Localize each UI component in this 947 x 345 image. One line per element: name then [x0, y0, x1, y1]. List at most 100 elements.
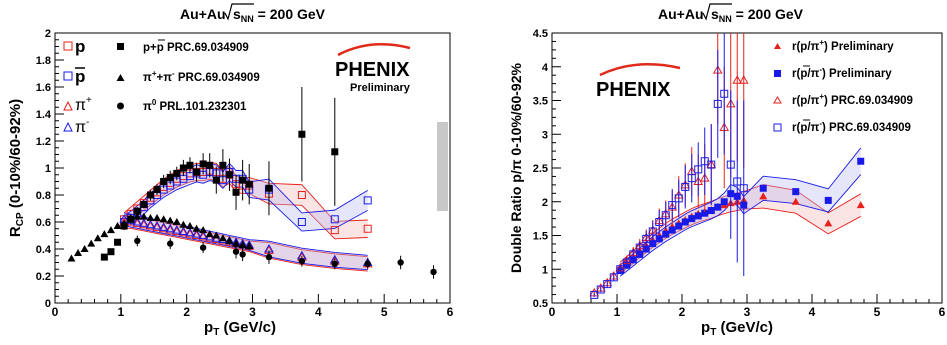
L-point-s5	[93, 234, 102, 242]
L-point-s4	[153, 186, 161, 194]
left-ticks: 0 1 2 3 4 5 6 0 0.2 0.4 0.6 0.8 1 1.2 1.4 1.6 1.8 2	[36, 28, 454, 319]
L-point-s5	[185, 222, 194, 230]
R-point-s3	[733, 177, 742, 186]
L-point-s2	[165, 225, 176, 234]
R-point-s3	[642, 234, 651, 243]
L-point-s3	[191, 229, 202, 238]
left-phenix-arc-icon	[337, 43, 411, 57]
R-ytick-label: 2	[542, 197, 548, 209]
rlegend-2-label: r(p/π+) PRC.69.034909	[792, 92, 913, 107]
R-point-s1	[792, 188, 800, 196]
L-point-s4	[225, 171, 233, 179]
left-xlabel: pT (GeV/c)	[204, 319, 276, 338]
L-point-s5	[212, 231, 221, 239]
L-point-s3	[185, 227, 195, 237]
L-point-s5	[120, 219, 129, 227]
L-band-lower-3	[124, 225, 368, 271]
L-point-s2	[152, 222, 162, 231]
L-point-s5	[133, 212, 142, 220]
L-point-s5	[205, 230, 214, 238]
rlegend-3-label: r(p/π-) PRC.69.034909	[792, 119, 911, 134]
R-point-s0	[759, 192, 768, 200]
rlegend-0-marker	[774, 43, 781, 49]
right-ticks: 0 1 2 3 4 5 6 0.5 1 1.5 2 2.5 3 3.5 4 4.5	[533, 28, 946, 319]
R-point-s3	[661, 211, 670, 220]
R-point-s3	[694, 165, 703, 174]
L-point-s5	[232, 239, 241, 247]
L-point-s3	[178, 226, 189, 235]
left-phenix-logo: PHENIX Preliminary	[335, 43, 411, 94]
R-xtick-label: 3	[744, 305, 751, 319]
L-ytick-label: 1	[45, 163, 51, 175]
L-point-s4	[219, 161, 227, 169]
R-point-s1	[759, 184, 767, 192]
R-point-s3	[681, 182, 690, 191]
L-point-s4	[186, 161, 194, 169]
L-point-s2	[191, 230, 202, 239]
left-legend-species: p p π+ π-	[63, 37, 92, 136]
R-point-s3	[609, 273, 618, 282]
L-point-s5	[113, 222, 122, 230]
R-point-s1	[701, 209, 709, 217]
L-point-s6	[331, 260, 338, 268]
left-title-prefix: Au+Au	[180, 6, 226, 22]
L-point-s4	[232, 188, 240, 196]
right-bands	[619, 147, 862, 277]
R-point-s3	[629, 250, 638, 259]
legend-pbar-label: p	[75, 67, 85, 86]
L-point-s0	[297, 191, 306, 199]
left-title: Au+Au	[180, 6, 226, 22]
legend-pipm-label: π++π- PRC.69.034909	[143, 69, 260, 84]
left-title-sqrt-icon	[224, 3, 254, 21]
L-point-s5	[67, 254, 76, 262]
legend-piplus-marker	[63, 100, 73, 111]
L-point-s2	[132, 218, 143, 227]
L-point-s5	[146, 213, 155, 221]
legend-piminus-marker	[63, 121, 73, 132]
L-point-s4	[133, 207, 141, 215]
L-point-s4	[107, 248, 115, 256]
L-point-s2	[185, 229, 195, 238]
legend-pipm-marker	[116, 74, 125, 81]
L-point-s5	[192, 224, 201, 232]
R-point-s1	[707, 207, 715, 215]
L-point-s5	[172, 218, 181, 225]
L-point-s5	[106, 226, 115, 234]
R-xtick-label: 0	[549, 305, 556, 319]
legend-piminus-label: π-	[75, 117, 89, 136]
L-point-s3	[171, 225, 182, 234]
L-point-s1	[297, 218, 306, 226]
L-point-s5	[238, 240, 247, 248]
L-point-s3	[198, 230, 208, 239]
left-phenix-text: PHENIX	[335, 59, 410, 81]
rlegend-1-label: r(p/π-) Preliminary	[792, 65, 892, 80]
L-point-s1	[330, 215, 339, 224]
left-legend-refs: p+p PRC.69.034909 π++π- PRC.69.034909 π0…	[116, 39, 260, 113]
L-point-s3	[158, 222, 169, 231]
R-point-s3	[596, 285, 605, 294]
L-ytick-label: 0.4	[36, 244, 52, 256]
L-ytick-label: 0	[45, 298, 51, 310]
R-xtick-label: 4	[809, 305, 816, 319]
R-ytick-label: 3.5	[533, 96, 548, 108]
L-point-s3	[132, 216, 143, 226]
L-band-lower-0	[123, 178, 368, 240]
legend-ppbar-marker	[117, 43, 124, 50]
L-point-s5	[199, 226, 208, 234]
R-point-s3	[707, 160, 716, 169]
L-xtick-label: 4	[315, 305, 322, 319]
R-point-s2	[732, 75, 743, 84]
R-band-upper-1	[619, 147, 862, 266]
L-point-s2	[139, 219, 149, 229]
L-xtick-label: 5	[381, 305, 388, 319]
L-ytick-label: 1.2	[36, 136, 51, 148]
R-point-s0	[791, 197, 800, 205]
rlegend-0-label: r(p/π+) Preliminary	[792, 38, 894, 53]
L-point-s5	[74, 249, 83, 257]
L-point-s3	[145, 219, 156, 229]
L-xtick-label: 6	[447, 305, 454, 319]
L-point-s4	[206, 161, 214, 169]
legend-pbar-marker	[63, 71, 73, 81]
left-sys-band	[437, 122, 448, 211]
L-ytick-label: 1.8	[36, 55, 51, 67]
